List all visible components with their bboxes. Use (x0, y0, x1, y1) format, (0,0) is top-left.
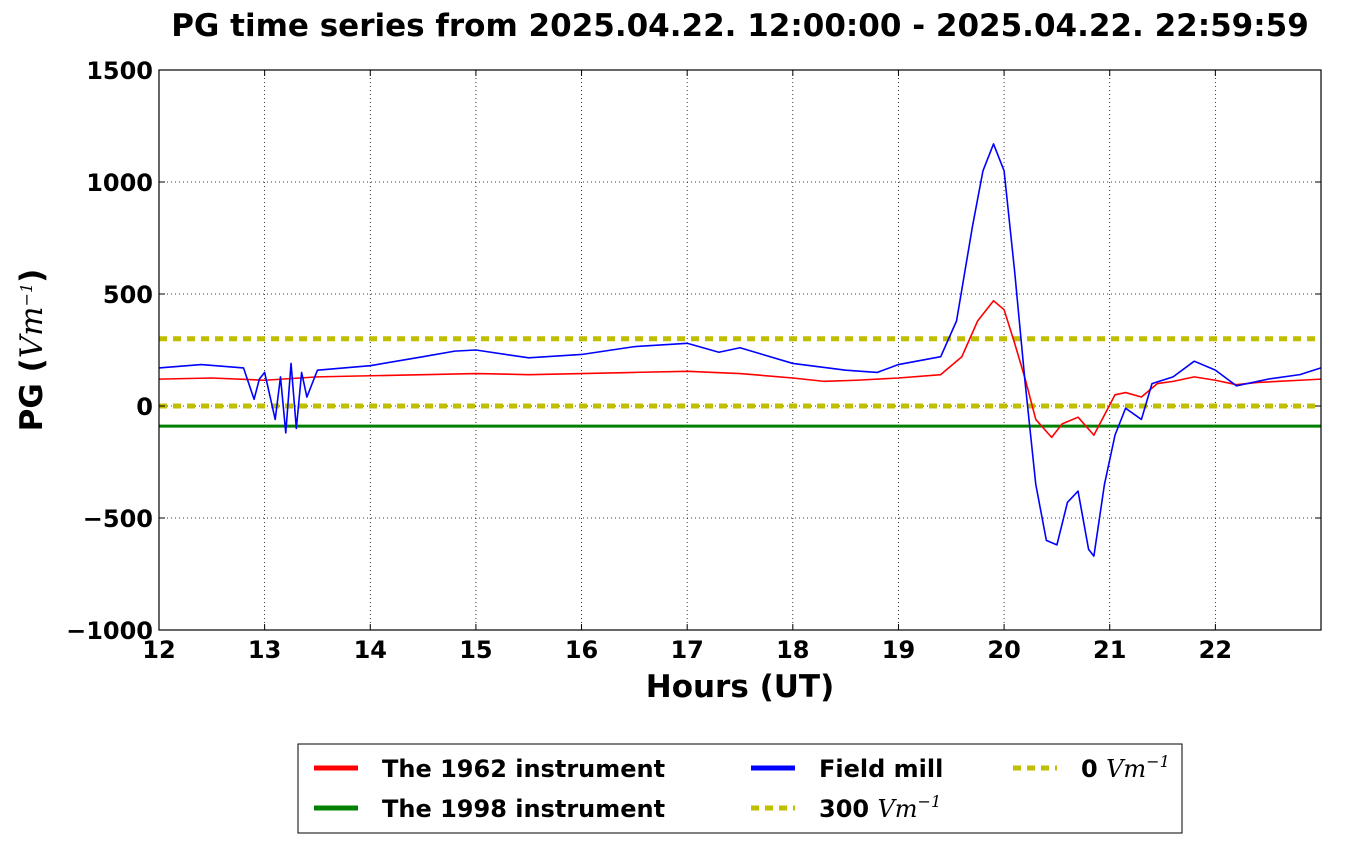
x-tick-label: 14 (354, 636, 387, 664)
grid (159, 70, 1321, 630)
series-lines (158, 143, 1322, 557)
x-tick-label: 17 (670, 636, 703, 664)
legend-label: 0 Vm−1 (1081, 752, 1170, 783)
x-tick-label: 21 (1093, 636, 1126, 664)
x-tick-label: 19 (882, 636, 915, 664)
y-tick-label: −1000 (66, 617, 153, 645)
y-tick-label: 1000 (86, 169, 153, 197)
plot-frame (158, 69, 1322, 631)
series-line-0 (158, 299, 1322, 439)
y-ticks: 1500 1000 500 0 −500 −1000 (66, 57, 1321, 645)
y-tick-label: 0 (136, 393, 153, 421)
legend-label: The 1962 instrument (382, 755, 665, 783)
series-line-2 (158, 143, 1322, 557)
legend-label: 300 Vm−1 (819, 792, 941, 823)
legend-label: Field mill (819, 755, 943, 783)
x-ticks: 12 13 14 15 16 17 18 19 20 21 22 (142, 70, 1232, 664)
x-tick-label: 18 (776, 636, 809, 664)
x-tick-label: 15 (459, 636, 492, 664)
y-tick-label: 500 (103, 281, 153, 309)
legend: The 1962 instrument The 1998 instrument Fi… (297, 743, 1183, 834)
x-tick-label: 20 (987, 636, 1020, 664)
x-tick-label: 22 (1199, 636, 1232, 664)
x-axis-label: Hours (UT) (646, 669, 835, 705)
legend-box (297, 743, 1183, 834)
y-axis-label: PG (Vm−1) (14, 269, 50, 432)
y-tick-label: 1500 (86, 57, 153, 85)
chart-title: PG time series from 2025.04.22. 12:00:00… (171, 8, 1309, 44)
x-tick-label: 16 (565, 636, 598, 664)
x-tick-label: 13 (248, 636, 281, 664)
y-tick-label: −500 (83, 505, 153, 533)
legend-label: The 1998 instrument (382, 795, 665, 823)
x-tick-label: 12 (142, 636, 175, 664)
